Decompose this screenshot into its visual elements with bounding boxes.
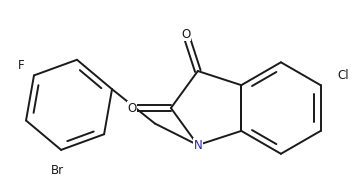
- Text: N: N: [193, 139, 202, 151]
- Text: Br: Br: [51, 164, 64, 177]
- Text: O: O: [127, 102, 137, 115]
- Text: O: O: [181, 27, 190, 41]
- Text: F: F: [18, 59, 25, 72]
- Text: Cl: Cl: [337, 69, 349, 82]
